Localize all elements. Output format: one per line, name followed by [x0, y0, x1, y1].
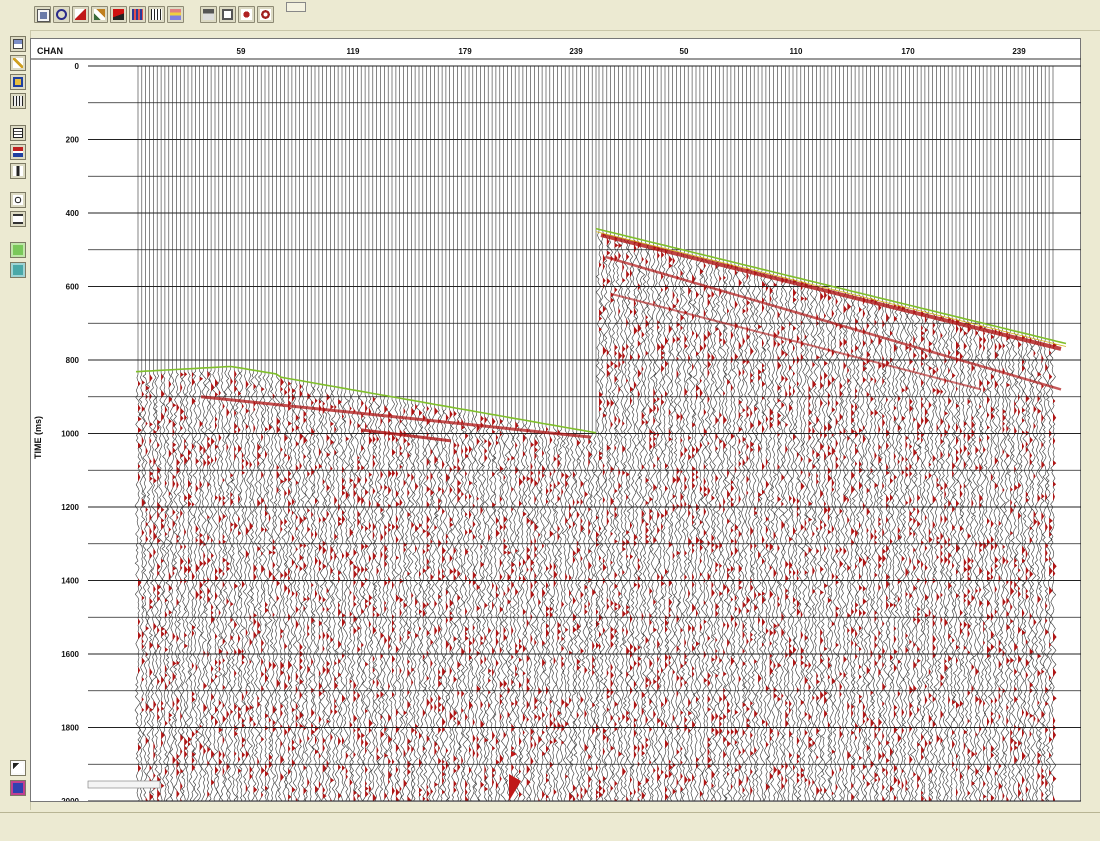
first-break-picks[interactable] [135, 227, 1067, 443]
channel-tick-label: 59 [237, 47, 246, 56]
time-gridlines [88, 65, 1081, 801]
pick-marker-small[interactable] [511, 751, 517, 757]
time-ticks: 0 200 400 600 800 1000 1200 1400 1600 1800 2000 [61, 62, 79, 801]
chart-icon[interactable] [72, 6, 89, 23]
r-icon[interactable] [10, 242, 26, 258]
reflection-event [200, 395, 592, 439]
trace-fills [599, 232, 1057, 801]
time-tick-label: 2000 [61, 797, 79, 801]
channel-axis-label: CHAN [37, 46, 63, 56]
time-tick-label: 1200 [61, 503, 79, 512]
flag-icon[interactable] [110, 6, 127, 23]
time-tick-label: 200 [66, 136, 80, 145]
channel-tick-label: 119 [347, 47, 360, 56]
gather-right[interactable] [595, 66, 1057, 801]
wave-icon[interactable] [148, 6, 165, 23]
menu-handle[interactable] [286, 2, 306, 12]
pick-marker[interactable] [509, 774, 521, 801]
time-tick-label: 1600 [61, 650, 79, 659]
pointer-icon[interactable] [10, 760, 26, 776]
seismic-plot-frame[interactable]: CHAN 59 119 179 239 50 110 170 239 0 200 400 600 80… [30, 38, 1081, 802]
time-tick-label: 0 [75, 62, 80, 71]
pick-icon[interactable] [10, 211, 26, 227]
top-toolbar [0, 0, 1100, 31]
time-tick-label: 400 [66, 209, 80, 218]
reflection-event [610, 292, 982, 391]
copy-icon[interactable] [219, 6, 236, 23]
first-break-pick-right-secondary[interactable] [595, 231, 1067, 347]
scale-bar [87, 780, 161, 789]
color-icon[interactable] [10, 74, 26, 90]
time-tick-label: 1800 [61, 724, 79, 733]
print-icon[interactable] [200, 6, 217, 23]
channel-tick-label: 170 [901, 47, 915, 56]
display-icon[interactable] [10, 36, 26, 52]
scale-icon[interactable] [10, 93, 26, 109]
settings-icon[interactable] [257, 6, 274, 23]
plot-icon[interactable] [34, 6, 51, 23]
pencil-icon[interactable] [10, 55, 26, 71]
s-icon[interactable] [10, 262, 26, 278]
grid-icon[interactable] [129, 6, 146, 23]
time-tick-label: 600 [66, 283, 80, 292]
gain-icon[interactable] [10, 144, 26, 160]
channel-tick-label: 110 [790, 47, 803, 56]
edit-icon[interactable] [91, 6, 108, 23]
zoom-icon[interactable] [53, 6, 70, 23]
reflection-event [360, 428, 452, 443]
text-icon[interactable] [10, 163, 26, 179]
left-toolbox [0, 30, 31, 810]
gather-left[interactable] [134, 66, 600, 801]
first-break-pick-left[interactable] [135, 365, 597, 434]
time-tick-label: 1400 [61, 577, 79, 586]
reflection-event [605, 255, 1062, 391]
time-axis-label: TIME (ms) [33, 416, 43, 459]
reflection-event [600, 233, 1062, 351]
time-tick-label: 800 [66, 356, 80, 365]
scale-icon[interactable] [167, 6, 184, 23]
palette-icon[interactable] [10, 780, 26, 796]
tools-icon[interactable] [238, 6, 255, 23]
channel-ticks: 59 119 179 239 50 110 170 239 [237, 47, 1027, 56]
status-bar [0, 812, 1100, 841]
channel-tick-label: 179 [458, 47, 472, 56]
channel-tick-label: 239 [1012, 47, 1026, 56]
channel-tick-label: 50 [680, 47, 689, 56]
trace-icon[interactable] [10, 125, 26, 141]
measure-icon[interactable] [10, 192, 26, 208]
first-break-pick-right[interactable] [595, 227, 1067, 345]
channel-tick-label: 239 [569, 47, 583, 56]
time-tick-label: 1000 [61, 430, 79, 439]
seismic-plot[interactable]: CHAN 59 119 179 239 50 110 170 239 0 200 400 600 80… [31, 39, 1081, 801]
